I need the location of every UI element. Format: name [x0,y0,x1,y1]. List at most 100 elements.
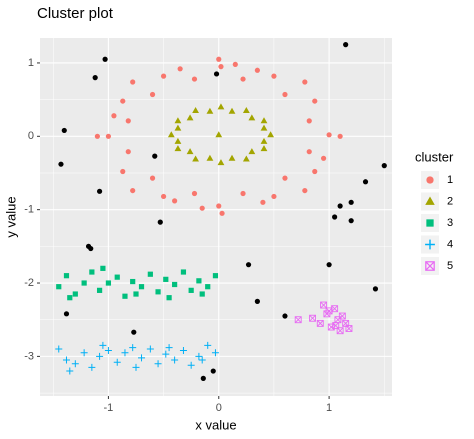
point-shape [381,163,387,169]
point-shape [187,361,195,369]
point [325,307,333,315]
point [320,155,327,161]
point-shape [129,344,137,352]
point-shape [122,293,128,299]
point [174,137,182,144]
x-tick-label: 1 [326,402,332,414]
point-shape [131,329,137,335]
point [195,352,203,360]
point [130,187,136,194]
point [81,280,87,286]
point-shape [88,245,94,252]
point-shape [228,107,236,114]
point [121,349,129,357]
point-shape [188,287,194,293]
point-shape [282,91,288,98]
point [187,361,195,369]
point [172,198,178,204]
point-shape [195,352,203,360]
point [191,190,198,197]
point-shape [166,295,172,301]
point-shape [294,316,302,324]
point-shape [320,301,328,309]
legend-key [426,219,434,227]
point [165,344,173,352]
point [260,145,268,152]
legend-key [425,196,435,205]
point [130,79,136,85]
point [242,107,250,114]
point [312,98,318,104]
point [92,75,98,81]
point-shape [425,239,435,250]
point-shape [348,199,354,205]
point-shape [172,198,178,204]
point-shape [362,179,369,185]
point-shape [254,298,260,304]
point-shape [332,322,340,330]
point-shape [312,168,318,175]
point [138,284,145,290]
point [212,273,219,279]
point-shape [199,205,205,211]
point [133,291,139,297]
point [172,281,178,288]
point-shape [191,76,198,82]
point-shape [130,278,136,285]
point-shape [254,67,260,73]
point-shape [56,284,62,290]
point [240,190,246,197]
y-tick-label: -1 [24,204,34,216]
point-shape [105,133,112,139]
point-shape [331,305,338,313]
point [152,153,158,159]
point-shape [154,360,162,368]
point-shape [316,319,324,327]
point-shape [205,284,211,290]
point-shape [186,114,194,121]
y-tick-label: 1 [28,57,34,69]
point-shape [80,349,88,357]
point [174,124,182,131]
point-shape [67,295,73,301]
point-shape [339,312,346,320]
point [160,193,167,200]
point [381,163,387,169]
point-shape [66,367,74,375]
point-shape [325,307,333,315]
point-shape [343,42,349,48]
point [171,356,179,364]
point-shape [206,107,214,114]
point [204,341,212,349]
legend-label: 1 [447,174,453,186]
point-shape [104,347,112,355]
point-shape [312,98,318,104]
point [55,345,63,353]
point-shape [212,273,219,279]
point-shape [160,73,167,79]
point-shape [179,347,187,355]
point [71,360,79,368]
point [66,367,74,375]
point [337,203,343,209]
point [254,298,260,304]
point [198,356,206,364]
point-shape [191,190,198,197]
point [160,73,167,79]
point [345,325,353,332]
point [343,42,349,48]
point [196,278,202,284]
point [372,286,379,292]
point [88,245,94,252]
point [177,66,183,72]
point [192,107,199,114]
point-shape [146,345,154,353]
point [174,117,182,124]
point-shape [152,153,158,159]
point-shape [326,262,332,268]
point [154,360,162,368]
point [96,287,103,293]
y-tick-label: 0 [28,130,34,142]
point [94,133,100,139]
